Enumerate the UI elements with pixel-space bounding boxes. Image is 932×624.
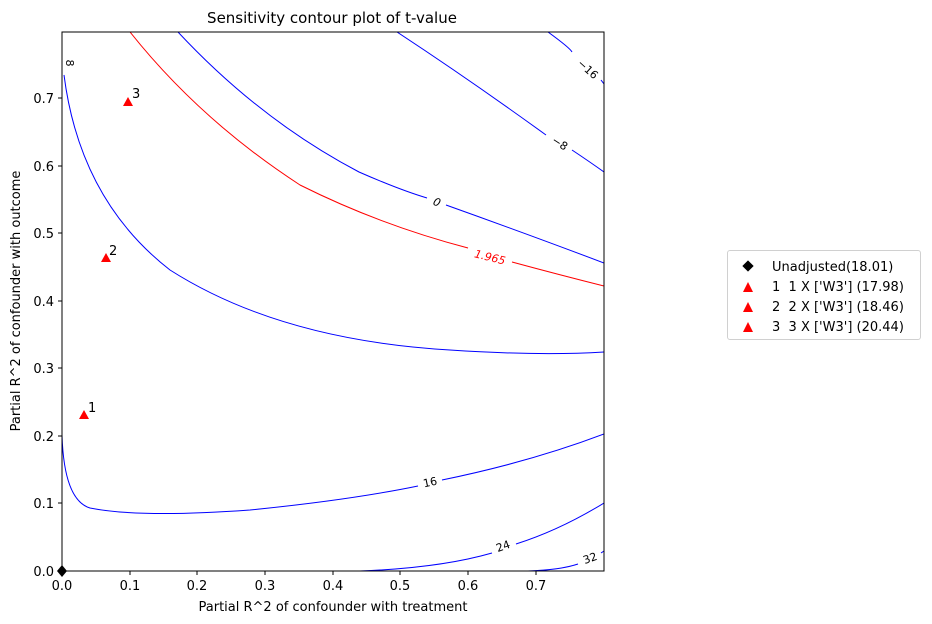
contour-label-1965: 1.965: [473, 247, 507, 267]
legend-entry-1: 1 1 X ['W3'] (17.98): [728, 277, 904, 297]
contour-line-24-b: [515, 502, 604, 545]
data-points: 1 2 3: [57, 87, 140, 577]
contour-line-1965-b: [511, 261, 604, 287]
contour-label-24: 24: [494, 538, 512, 555]
point-3-marker: [123, 97, 133, 106]
point-1-marker: [79, 410, 89, 419]
contour-label-0: 0: [431, 195, 442, 210]
y-tick-label: 0.1: [33, 497, 54, 512]
contour-labels: −16 −8 0 1.965 8 16 24 32: [63, 57, 601, 567]
contour-line-neg8-b: [571, 149, 604, 173]
y-tick-label: 0.4: [33, 295, 54, 310]
triangle-icon: [738, 297, 768, 317]
contour-line-0: [177, 32, 428, 199]
contour-line-16: [62, 434, 419, 515]
x-tick-label: 0.0: [52, 579, 73, 594]
point-1-label: 1: [88, 401, 96, 416]
contour-label-neg16: −16: [575, 57, 601, 82]
chart-title: Sensitivity contour plot of t-value: [207, 9, 457, 27]
legend-label: 2 2 X ['W3'] (18.46): [772, 299, 904, 315]
triangle-icon: [738, 317, 768, 337]
x-tick-label: 0.6: [458, 579, 479, 594]
point-2-marker: [101, 253, 111, 262]
y-tick-label: 0.6: [33, 160, 54, 175]
triangle-icon: [738, 277, 768, 297]
x-tick-label: 0.5: [390, 579, 411, 594]
contour-line-32: [527, 563, 579, 571]
y-tick-label: 0.3: [33, 362, 54, 377]
legend-entry-3: 3 3 X ['W3'] (20.44): [728, 317, 904, 337]
contour-line-1965: [129, 32, 469, 249]
contour-line-0-b: [445, 204, 604, 264]
legend-entry-unadjusted: Unadjusted(18.01): [728, 257, 893, 277]
x-tick-label: 0.3: [255, 579, 276, 594]
legend-label: Unadjusted(18.01): [772, 259, 894, 275]
point-2-label: 2: [109, 244, 117, 259]
contour-label-16: 16: [422, 475, 438, 491]
diamond-icon: [738, 257, 768, 277]
x-tick-label: 0.4: [323, 579, 344, 594]
legend-label: 1 1 X ['W3'] (17.98): [772, 279, 904, 295]
y-tick-label: 0.2: [33, 430, 54, 445]
contour-line-neg16: [547, 32, 573, 53]
point-3-label: 3: [132, 87, 140, 102]
legend-label: 3 3 X ['W3'] (20.44): [772, 319, 904, 335]
contour-label-8: 8: [63, 60, 76, 67]
contour-label-32: 32: [581, 550, 599, 567]
legend: Unadjusted(18.01) 1 1 X ['W3'] (17.98) 2…: [727, 250, 921, 340]
contour-lines: [62, 32, 604, 571]
x-tick-label: 0.1: [120, 579, 141, 594]
x-tick-label: 0.2: [187, 579, 208, 594]
y-tick-label: 0.0: [33, 565, 54, 580]
y-axis: 0.0 0.1 0.2 0.3 0.4 0.5 0.6 0.7 Partial …: [9, 92, 62, 580]
x-axis: 0.0 0.1 0.2 0.3 0.4 0.5 0.6 0.7 Partial …: [52, 571, 547, 615]
y-axis-label: Partial R^2 of confounder with outcome: [9, 171, 24, 432]
contour-line-16-b: [441, 433, 604, 481]
contour-line-24: [359, 552, 493, 571]
contour-line-8-b: [63, 74, 604, 355]
legend-entry-2: 2 2 X ['W3'] (18.46): [728, 297, 904, 317]
x-axis-label: Partial R^2 of confounder with treatment: [199, 600, 468, 615]
contour-line-neg8: [396, 32, 547, 136]
y-tick-label: 0.7: [33, 92, 54, 107]
x-tick-label: 0.7: [526, 579, 547, 594]
contour-label-neg8: −8: [549, 134, 570, 154]
y-tick-label: 0.5: [33, 227, 54, 242]
plot-frame: [61, 31, 605, 572]
